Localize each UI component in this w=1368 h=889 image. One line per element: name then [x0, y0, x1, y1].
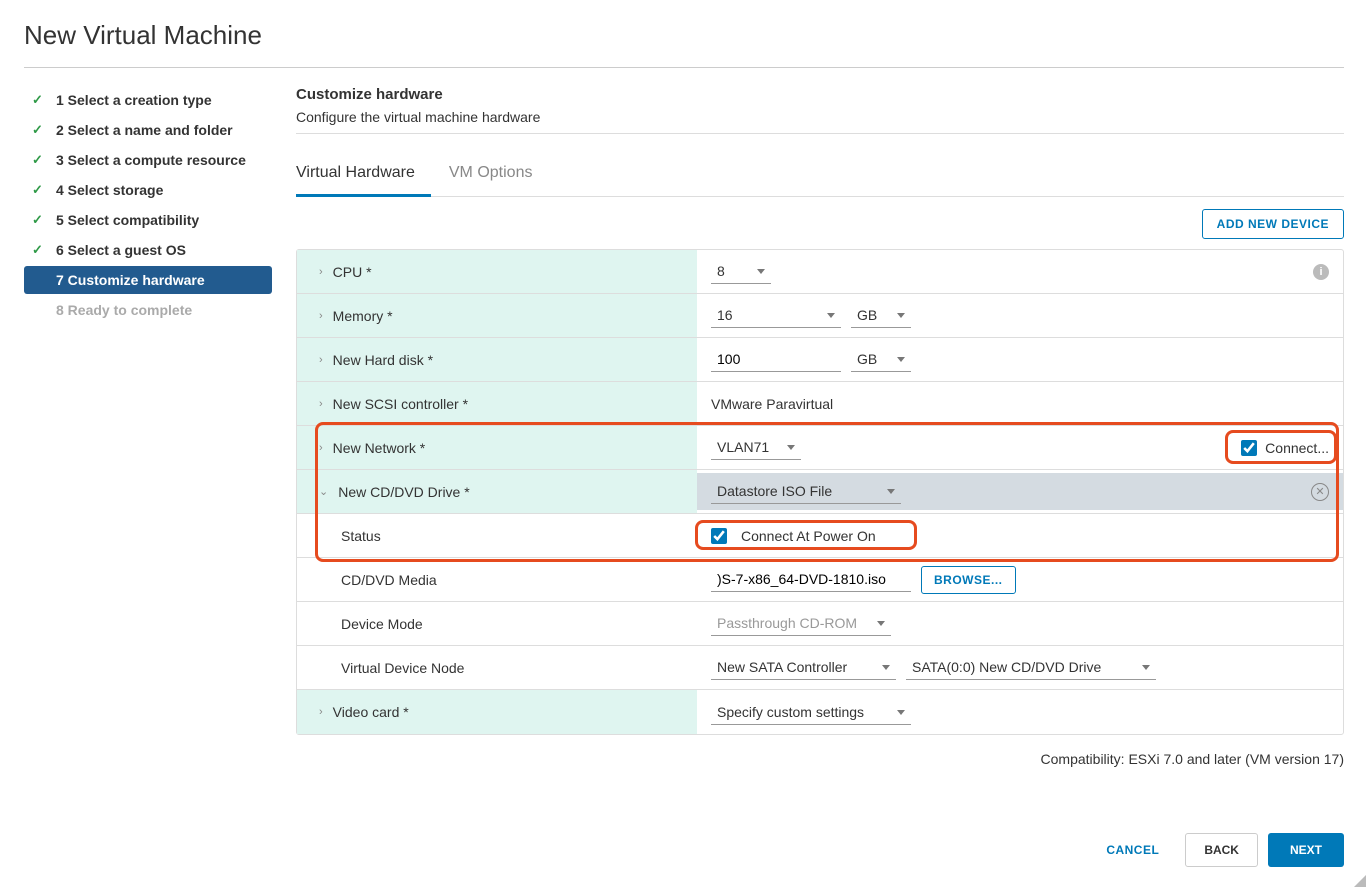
vdn-port-select[interactable]: SATA(0:0) New CD/DVD Drive [906, 655, 1156, 680]
row-memory: › Memory * 16 GB [297, 294, 1343, 338]
tab-vm-options[interactable]: VM Options [449, 154, 549, 196]
check-icon: ✓ [32, 152, 46, 168]
step-3[interactable]: ✓ 3 Select a compute resource [24, 146, 272, 174]
label-scsi: New SCSI controller * [333, 396, 468, 412]
label-memory: Memory * [333, 308, 393, 324]
label-network: New Network * [333, 440, 426, 456]
step-label: 6 Select a guest OS [56, 242, 186, 258]
label-status: Status [341, 528, 381, 544]
check-icon: ✓ [32, 92, 46, 108]
row-virtual-device-node: Virtual Device Node New SATA Controller … [297, 646, 1343, 690]
step-label: 4 Select storage [56, 182, 163, 198]
wizard-steps: ✓ 1 Select a creation type ✓ 2 Select a na… [24, 86, 272, 767]
label-device-mode: Device Mode [341, 616, 423, 632]
step-label: 5 Select compatibility [56, 212, 199, 228]
resize-grip-icon[interactable] [1354, 875, 1366, 887]
check-icon: ✓ [32, 182, 46, 198]
browse-button[interactable]: BROWSE... [921, 566, 1016, 594]
step-4[interactable]: ✓ 4 Select storage [24, 176, 272, 204]
info-icon[interactable]: i [1313, 264, 1329, 280]
compatibility-text: Compatibility: ESXi 7.0 and later (VM ve… [296, 751, 1344, 767]
label-video: Video card * [333, 704, 409, 720]
footer-buttons: CANCEL BACK NEXT [1090, 833, 1344, 867]
connect-at-poweron-checkbox[interactable] [711, 528, 727, 544]
chevron-right-icon[interactable]: › [319, 398, 323, 410]
memory-unit-select[interactable]: GB [851, 303, 911, 328]
row-network: › New Network * VLAN71 Connect... [297, 426, 1343, 470]
section-title: Customize hardware [296, 86, 1344, 103]
network-connect-checkbox[interactable] [1241, 440, 1257, 456]
label-cpu: CPU * [333, 264, 372, 280]
check-icon: ✓ [32, 122, 46, 138]
disk-unit-select[interactable]: GB [851, 347, 911, 372]
check-icon: ✓ [32, 242, 46, 258]
chevron-down-icon[interactable]: ⌄ [319, 485, 328, 498]
check-icon: ✓ [32, 212, 46, 228]
row-disk: › New Hard disk * GB [297, 338, 1343, 382]
step-label: 2 Select a name and folder [56, 122, 233, 138]
video-select[interactable]: Specify custom settings [711, 700, 911, 725]
network-select[interactable]: VLAN71 [711, 435, 801, 460]
cddvd-type-select[interactable]: Datastore ISO File [711, 479, 901, 504]
step-2[interactable]: ✓ 2 Select a name and folder [24, 116, 272, 144]
row-video: › Video card * Specify custom settings [297, 690, 1343, 734]
step-8: ✓8 Ready to complete [24, 296, 272, 324]
add-new-device-button[interactable]: ADD NEW DEVICE [1202, 209, 1344, 239]
label-media: CD/DVD Media [341, 572, 437, 588]
label-vdn: Virtual Device Node [341, 660, 464, 676]
chevron-right-icon[interactable]: › [319, 354, 323, 366]
hardware-table: › CPU * 8 i › Memory * 16 GB › New Hard dis… [296, 249, 1344, 735]
row-device-mode: Device Mode Passthrough CD-ROM [297, 602, 1343, 646]
step-label: 8 Ready to complete [56, 302, 192, 318]
disk-size-input[interactable] [711, 347, 841, 372]
chevron-right-icon[interactable]: › [319, 266, 323, 278]
memory-value-select[interactable]: 16 [711, 303, 841, 328]
step-1[interactable]: ✓ 1 Select a creation type [24, 86, 272, 114]
chevron-right-icon[interactable]: › [319, 310, 323, 322]
step-label: 7 Customize hardware [56, 272, 205, 288]
status-value-label: Connect At Power On [741, 528, 876, 544]
back-button[interactable]: BACK [1185, 833, 1258, 867]
dialog-title: New Virtual Machine [24, 20, 1344, 68]
chevron-right-icon[interactable]: › [319, 442, 323, 454]
step-5[interactable]: ✓ 5 Select compatibility [24, 206, 272, 234]
row-scsi: › New SCSI controller * VMware Paravirtua… [297, 382, 1343, 426]
cancel-button[interactable]: CANCEL [1090, 834, 1175, 866]
row-status: Status Connect At Power On [297, 514, 1343, 558]
tabs: Virtual Hardware VM Options [296, 154, 1344, 197]
media-path-input[interactable] [711, 567, 911, 592]
network-connect-label: Connect... [1265, 440, 1329, 456]
section-desc: Configure the virtual machine hardware [296, 109, 1344, 125]
row-cpu: › CPU * 8 i [297, 250, 1343, 294]
divider [296, 133, 1344, 134]
scsi-value: VMware Paravirtual [711, 396, 833, 412]
row-cddvd: ⌄ New CD/DVD Drive * Datastore ISO File ✕ [297, 470, 1343, 514]
next-button[interactable]: NEXT [1268, 833, 1344, 867]
label-disk: New Hard disk * [333, 352, 433, 368]
vdn-controller-select[interactable]: New SATA Controller [711, 655, 896, 680]
device-mode-select: Passthrough CD-ROM [711, 611, 891, 636]
remove-device-icon[interactable]: ✕ [1311, 483, 1329, 501]
chevron-right-icon[interactable]: › [319, 706, 323, 718]
step-6[interactable]: ✓ 6 Select a guest OS [24, 236, 272, 264]
tab-virtual-hardware[interactable]: Virtual Hardware [296, 154, 431, 197]
label-cddvd: New CD/DVD Drive * [338, 484, 469, 500]
row-media: CD/DVD Media BROWSE... [297, 558, 1343, 602]
step-7[interactable]: ✓7 Customize hardware [24, 266, 272, 294]
step-label: 3 Select a compute resource [56, 152, 246, 168]
step-label: 1 Select a creation type [56, 92, 212, 108]
cpu-select[interactable]: 8 [711, 259, 771, 284]
